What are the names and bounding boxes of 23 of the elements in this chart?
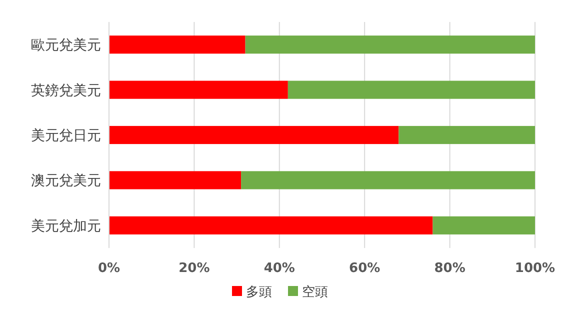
bar [288,80,535,99]
x-tick-label: 80% [434,261,466,276]
x-tick-label: 60% [349,261,380,276]
y-tick-label: 英鎊兌美元 [31,82,101,99]
bar [109,80,288,99]
x-tick-label: 40% [264,261,295,276]
y-tick-label: 美元兌加元 [31,218,101,234]
bar [109,36,246,54]
y-tick-label: 澳元兌美元 [31,173,101,190]
bar [241,171,535,190]
bar [398,126,535,144]
bar [245,36,535,54]
x-tick-label: 20% [178,261,210,276]
y-tick-label: 美元兌日元 [31,128,101,144]
x-tick-label: 100% [514,261,556,276]
legend-label: 多頭 [246,285,272,300]
bar [432,216,535,234]
y-tick-label: 歐元兌美元 [31,38,101,54]
bar [109,216,433,234]
x-tick-label: 0% [98,261,120,276]
bar [109,126,399,144]
legend-label: 空頭 [302,285,328,300]
bar [109,171,242,190]
